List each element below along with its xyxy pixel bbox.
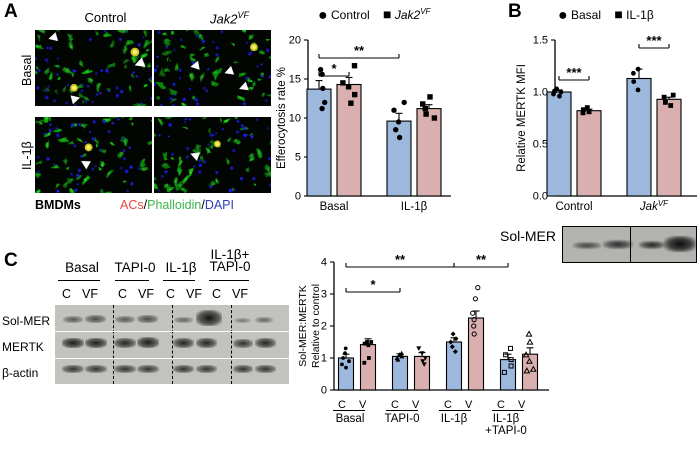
svg-text:4: 4 [321, 257, 327, 269]
svg-text:IL-1β: IL-1β [401, 201, 428, 213]
svg-text:***: *** [566, 65, 582, 80]
svg-text:Sol-MER:MERTK: Sol-MER:MERTK [297, 285, 309, 366]
svg-text:1.0: 1.0 [533, 87, 548, 99]
svg-text:10: 10 [289, 113, 301, 125]
svg-text:1.5: 1.5 [533, 35, 548, 47]
svg-text:0.5: 0.5 [533, 139, 548, 151]
svg-text:0.0: 0.0 [533, 191, 548, 203]
svg-text:Control: Control [555, 201, 592, 213]
svg-text:Relative MERTK MFI: Relative MERTK MFI [516, 64, 528, 172]
svg-text:Relative to control: Relative to control [310, 284, 322, 368]
svg-text:Efferocytosis rate %: Efferocytosis rate % [276, 67, 288, 169]
svg-text:Basal: Basal [320, 201, 349, 213]
svg-text:*: * [331, 61, 337, 76]
svg-text:5: 5 [295, 152, 301, 164]
svg-text:**: ** [476, 252, 487, 267]
svg-text:**: ** [395, 252, 406, 267]
svg-text:20: 20 [289, 35, 301, 47]
svg-text:*: * [370, 277, 376, 292]
svg-text:**: ** [354, 43, 365, 58]
svg-text:JakVF: JakVF [639, 199, 669, 213]
svg-text:0: 0 [295, 191, 301, 203]
svg-text:0: 0 [321, 385, 327, 397]
svg-text:***: *** [646, 33, 662, 48]
svg-text:15: 15 [289, 74, 301, 86]
